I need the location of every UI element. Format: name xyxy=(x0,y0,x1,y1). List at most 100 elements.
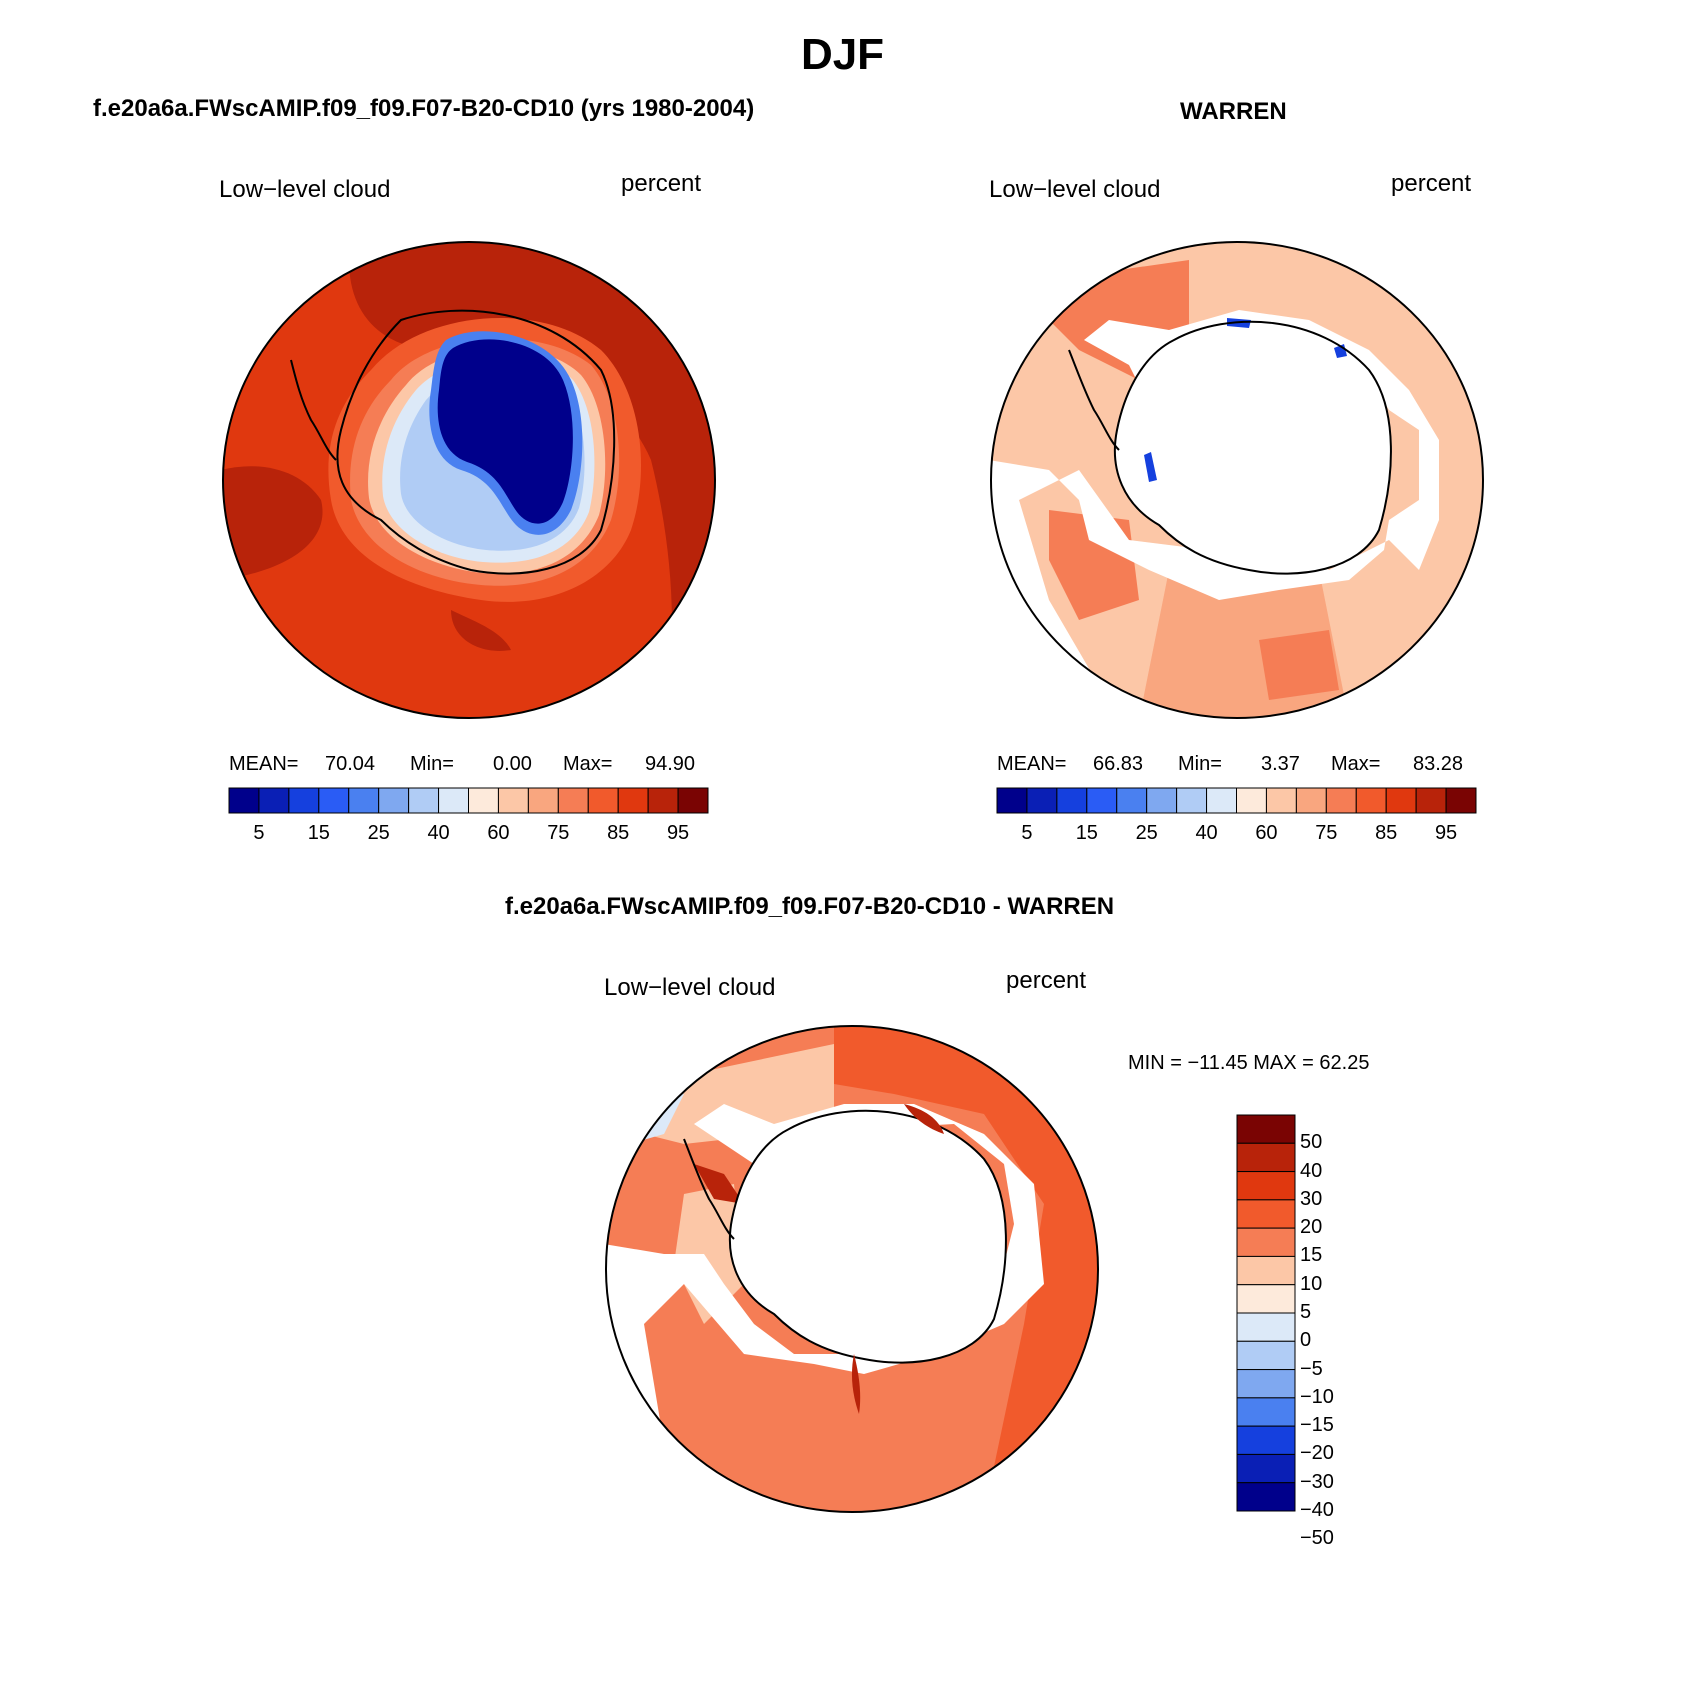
model-colorbar-box-0 xyxy=(228,787,260,814)
diff-colorbar-label: −5 xyxy=(1300,1357,1323,1380)
diff-peninsula-coastline xyxy=(683,1138,735,1240)
obs-colorbar-label: 25 xyxy=(1135,822,1158,844)
model-colorbar-box-3 xyxy=(318,787,350,814)
obs-map xyxy=(990,241,1484,719)
obs-colorbar-label: 85 xyxy=(1375,822,1398,844)
model-high-cloud-patch xyxy=(451,610,511,651)
obs-colorbar-label: 5 xyxy=(1021,822,1033,844)
diff-colorbar-label: 5 xyxy=(1300,1301,1312,1323)
diff-colorbar-label: 50 xyxy=(1300,1131,1323,1154)
model-colorbar xyxy=(228,787,709,814)
model-colorbar-label: 95 xyxy=(666,822,690,844)
obs-min-label: Min= xyxy=(1178,753,1222,775)
obs-min-value: 3.37 xyxy=(1261,753,1300,775)
diff-colorbar-ticks: 50 40 30 20 15 10 5 0 −5 −10 −15 −20 −30 −40 −50 xyxy=(1300,1115,1380,1549)
model-colorbar-box-2 xyxy=(288,787,320,814)
model-map-border xyxy=(222,241,716,719)
diff-high-patch-s xyxy=(851,1354,861,1414)
diff-colorbar xyxy=(1236,1114,1296,1512)
model-max-value: 94.90 xyxy=(645,753,696,775)
diff-colorbar-box-1 xyxy=(1236,1142,1296,1173)
diff-map xyxy=(605,1025,1099,1513)
obs-colorbar-label: 15 xyxy=(1075,822,1098,844)
model-peninsula-coastline xyxy=(290,359,337,461)
obs-colorbar-box-14 xyxy=(1415,787,1447,814)
model-colorbar-box-8 xyxy=(468,787,499,814)
model-colorbar-box-1 xyxy=(258,787,290,814)
model-colorbar-label: 5 xyxy=(253,822,265,844)
model-min-label: Min= xyxy=(410,753,454,775)
diff-colorbar-box-8 xyxy=(1236,1340,1296,1371)
diff-variable-label: Low−level cloud xyxy=(604,974,776,1001)
diff-colorbar-label: 20 xyxy=(1300,1216,1323,1239)
obs-max-label: Max= xyxy=(1331,753,1381,775)
model-colorbar-label: 15 xyxy=(307,822,330,844)
obs-colorbar-box-5 xyxy=(1146,787,1178,814)
diff-colorbar-box-10 xyxy=(1236,1397,1296,1427)
diff-colorbar-label: −30 xyxy=(1300,1470,1334,1493)
obs-colorbar-box-15 xyxy=(1445,787,1477,814)
diff-high-east xyxy=(834,1026,1098,1512)
model-colorbar-box-14 xyxy=(647,787,679,814)
obs-colorbar-label: 95 xyxy=(1434,822,1458,844)
diff-high-patch-ne xyxy=(904,1104,944,1134)
model-mean-value: 70.04 xyxy=(325,753,376,775)
obs-colorbar-box-1 xyxy=(1026,787,1058,814)
obs-colorbar-box-11 xyxy=(1325,787,1357,814)
diff-units-label: percent xyxy=(1006,967,1087,994)
obs-colorbar-box-10 xyxy=(1295,787,1327,814)
diff-panel-heading: f.e20a6a.FWscAMIP.f09_f09.F07-B20-CD10 -… xyxy=(505,893,1115,920)
model-colorbar-label: 60 xyxy=(487,822,510,844)
diff-colorbar-box-5 xyxy=(1236,1255,1296,1286)
diff-colorbar-box-13 xyxy=(1236,1482,1296,1512)
obs-colorbar-box-7 xyxy=(1206,787,1237,814)
figure-title: DJF xyxy=(800,30,885,79)
model-high-cloud-west xyxy=(223,466,323,580)
diff-colorbar-label: 10 xyxy=(1300,1272,1323,1295)
diff-colorbar-box-11 xyxy=(1236,1425,1296,1455)
model-colorbar-box-10 xyxy=(527,787,559,814)
model-max-label: Max= xyxy=(563,753,613,775)
model-colorbar-box-12 xyxy=(587,787,619,814)
obs-colorbar-ticks: 5 15 25 40 60 75 85 95 xyxy=(997,822,1476,846)
model-colorbar-label: 75 xyxy=(547,822,570,844)
diff-antarctica-coastline xyxy=(728,1109,1007,1364)
diff-colorbar-box-2 xyxy=(1236,1171,1296,1201)
diff-colorbar-label: 15 xyxy=(1300,1244,1323,1267)
obs-colorbar xyxy=(996,787,1477,814)
diff-colorbar-label: 40 xyxy=(1300,1159,1323,1182)
diff-colorbar-box-3 xyxy=(1236,1199,1296,1229)
obs-mean-label: MEAN= xyxy=(997,753,1067,775)
obs-colorbar-box-6 xyxy=(1176,787,1208,814)
diff-colorbar-box-0 xyxy=(1236,1114,1296,1144)
diff-high-peninsula xyxy=(694,1164,744,1204)
obs-peninsula-coastline xyxy=(1068,349,1120,451)
obs-colorbar-label: 75 xyxy=(1315,822,1338,844)
model-mean-label: MEAN= xyxy=(229,753,299,775)
obs-colorbar-box-2 xyxy=(1056,787,1088,814)
obs-colorbar-box-9 xyxy=(1265,787,1297,814)
obs-mean-value: 66.83 xyxy=(1093,753,1144,775)
obs-colorbar-box-3 xyxy=(1086,787,1118,814)
model-colorbar-box-7 xyxy=(438,787,469,814)
model-inland-low-cloud xyxy=(437,339,573,524)
diff-colorbar-label: −10 xyxy=(1300,1385,1334,1408)
diff-minmax: MIN = −11.45 MAX = 62.25 xyxy=(1128,1052,1370,1074)
model-min-value: 0.00 xyxy=(493,753,532,775)
diff-low-north xyxy=(644,1044,834,1144)
diff-antarctic-interior xyxy=(729,1110,1006,1363)
obs-blue-patch-w xyxy=(1144,452,1157,482)
diff-colorbar-box-7 xyxy=(1236,1312,1296,1342)
diff-colorbar-box-4 xyxy=(1236,1227,1296,1257)
diff-colorbar-label: −15 xyxy=(1300,1414,1334,1437)
obs-colorbar-box-0 xyxy=(996,787,1028,814)
diff-colorbar-label: −20 xyxy=(1300,1442,1334,1465)
model-colorbar-label: 85 xyxy=(607,822,630,844)
obs-map-border xyxy=(990,241,1484,719)
model-colorbar-box-9 xyxy=(497,787,529,814)
obs-antarctic-interior xyxy=(1114,321,1391,574)
obs-colorbar-label: 60 xyxy=(1255,822,1278,844)
model-colorbar-label: 40 xyxy=(427,822,450,844)
diff-colorbar-label: −50 xyxy=(1300,1527,1334,1550)
obs-colorbar-box-13 xyxy=(1385,787,1417,814)
